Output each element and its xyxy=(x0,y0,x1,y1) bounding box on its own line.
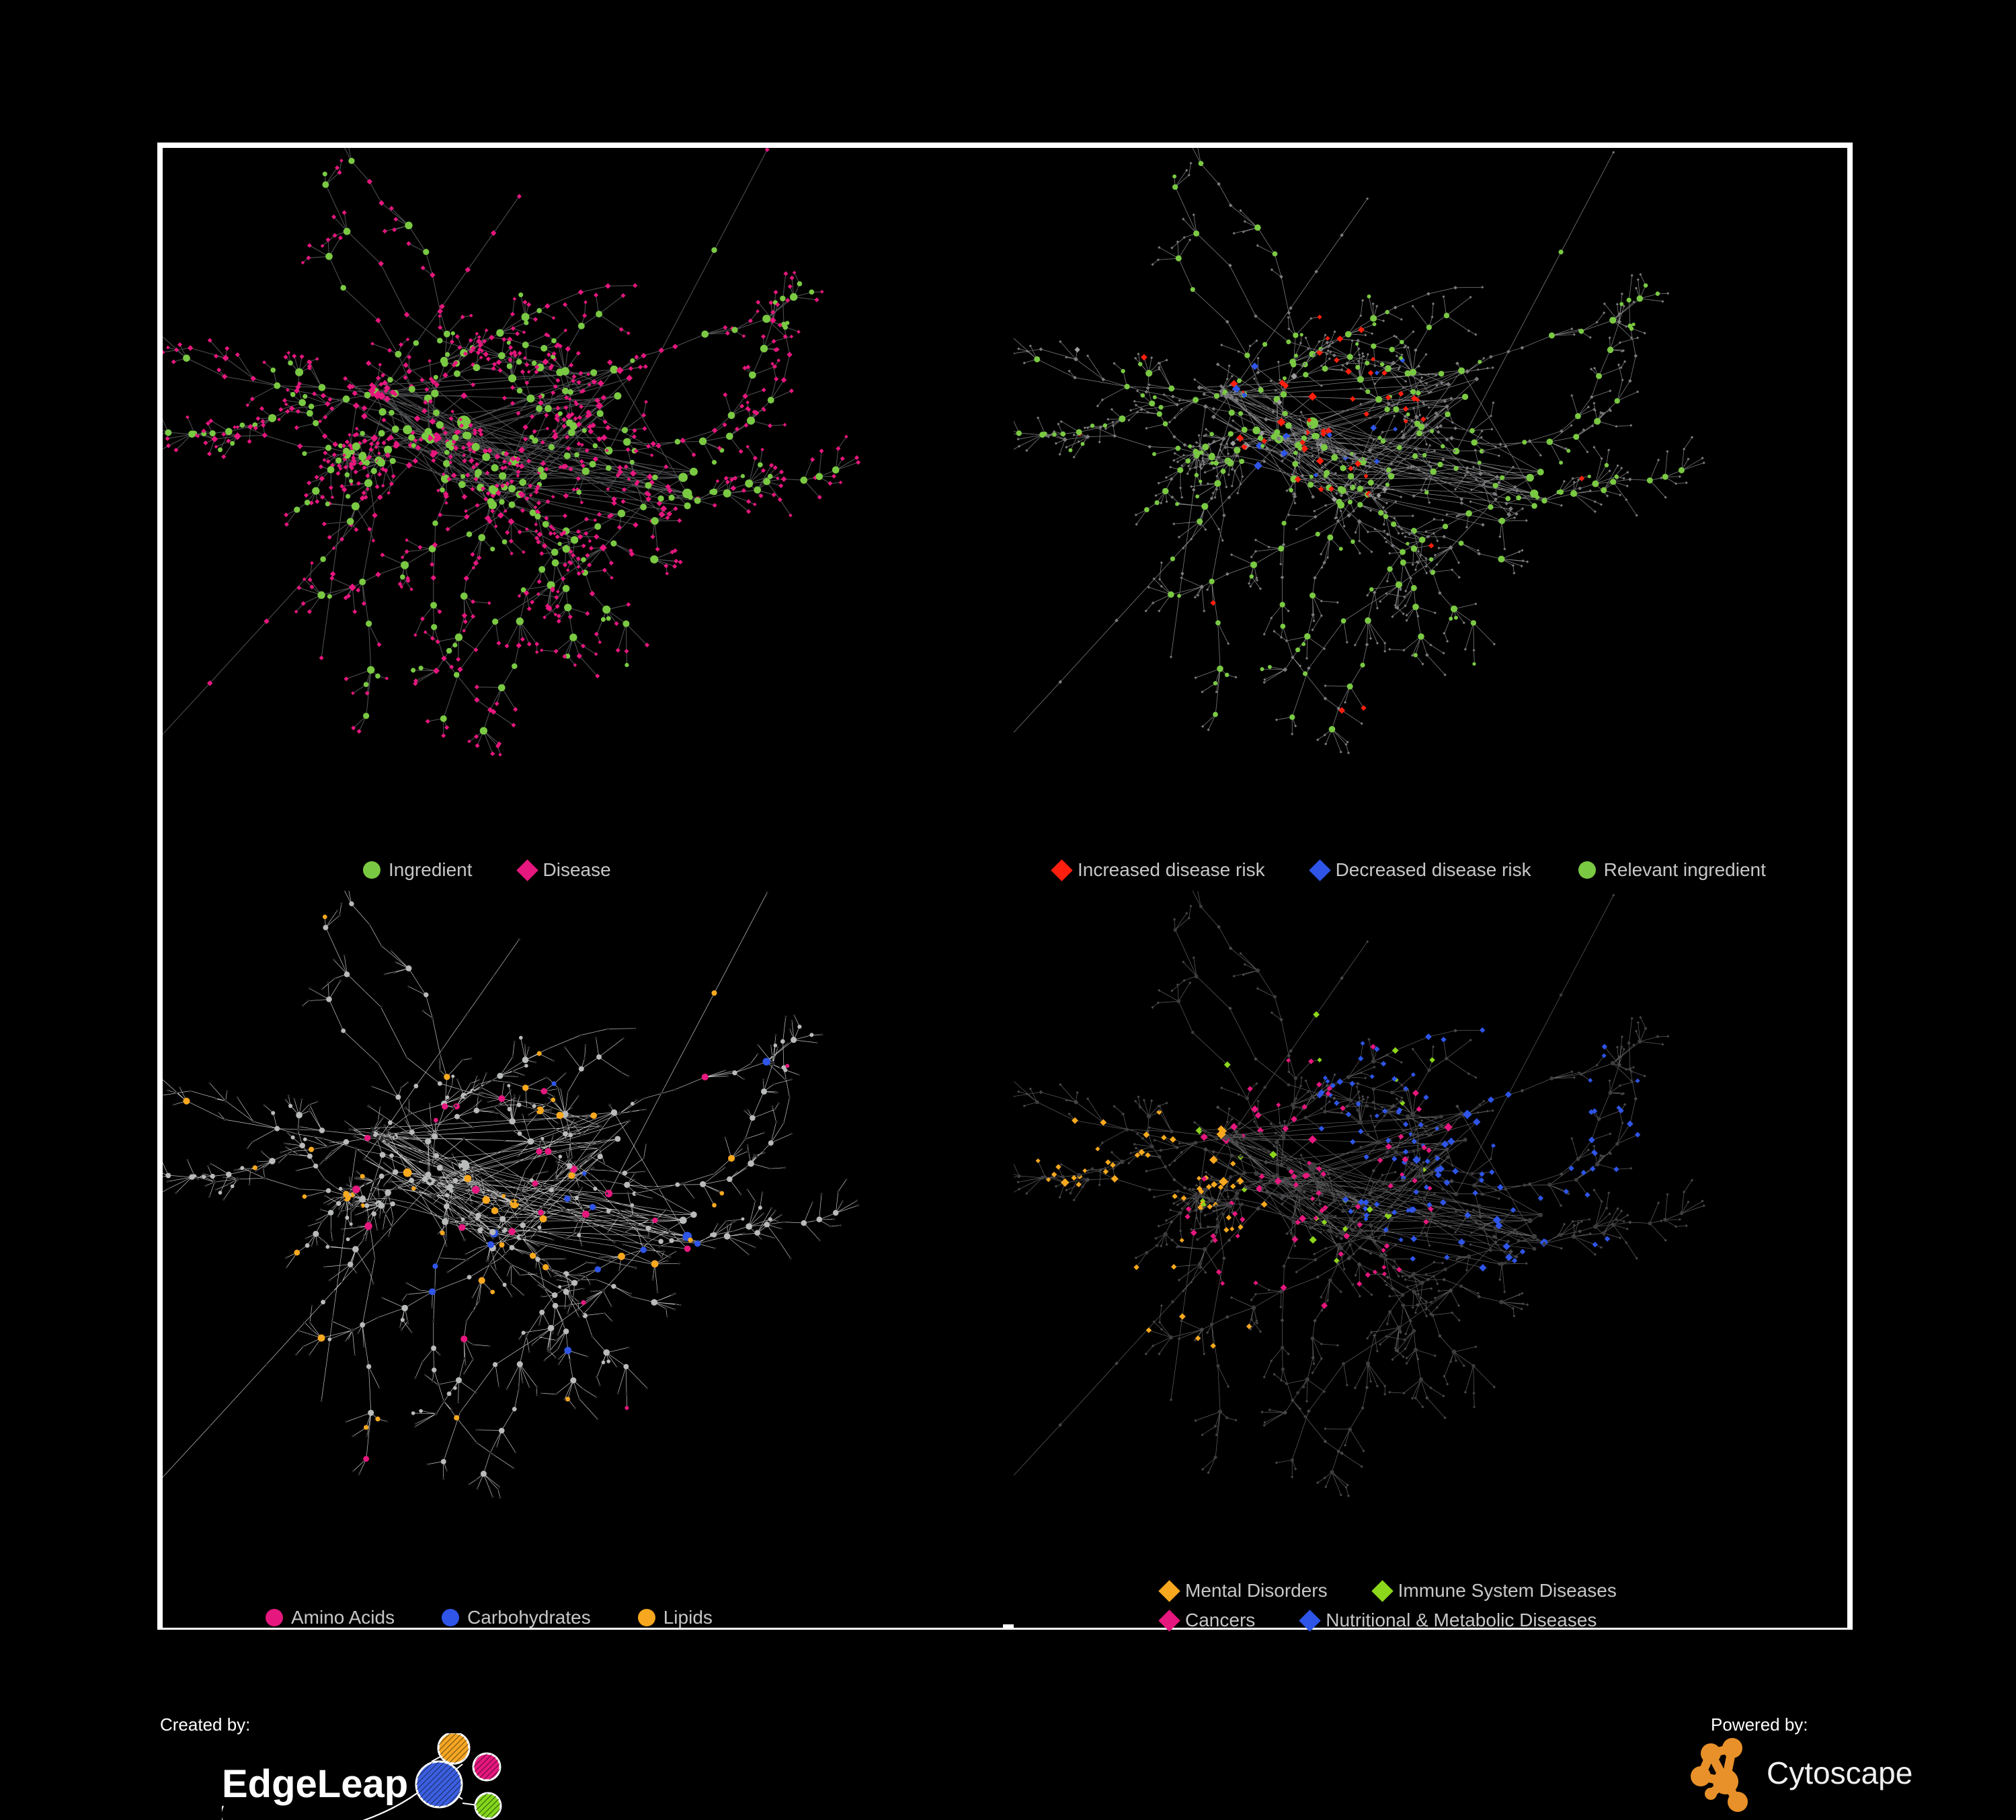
svg-text:EdgeLeap: EdgeLeap xyxy=(222,1762,408,1806)
